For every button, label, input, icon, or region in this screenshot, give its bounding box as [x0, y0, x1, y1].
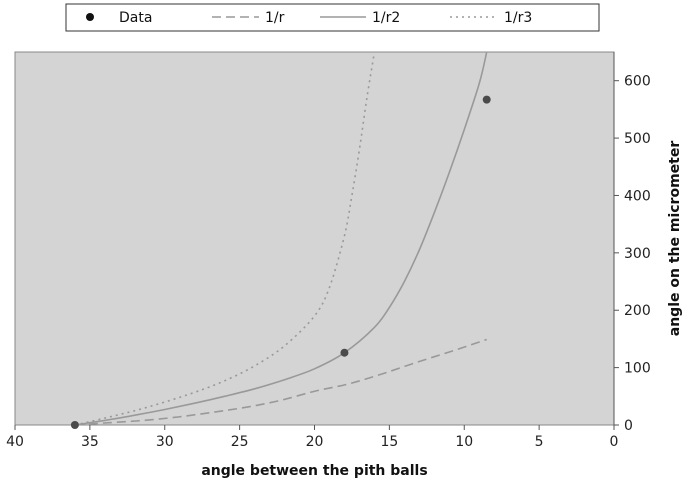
y-tick-label: 100 [624, 361, 651, 377]
x-tick-label: 20 [306, 434, 324, 450]
data-point [482, 95, 491, 104]
legend-label: 1/r [265, 10, 285, 26]
legend-item: 1/r [212, 10, 285, 26]
legend-item: 1/r3 [450, 10, 532, 26]
y-tick-label: 600 [624, 74, 651, 90]
x-tick-label: 25 [231, 434, 249, 450]
legend-item: 1/r2 [320, 10, 400, 26]
x-tick-label: 0 [610, 434, 619, 450]
x-axis: 40 35 30 25 20 15 10 5 0 [6, 425, 618, 450]
series-line-1-over-r3 [74, 52, 376, 425]
x-tick-label: 30 [156, 434, 174, 450]
legend-marker [86, 13, 94, 21]
x-tick-label: 5 [535, 434, 544, 450]
points-layer [70, 95, 491, 429]
legend-label: Data [119, 10, 152, 26]
plot-area [14, 51, 615, 426]
y-axis: 0 100 200 300 400 500 600 [613, 52, 651, 434]
y-tick-label: 200 [624, 303, 651, 319]
x-tick-label: 10 [455, 434, 473, 450]
legend: Data 1/r 1/r2 1/r3 [65, 3, 600, 32]
data-point [340, 348, 349, 357]
y-tick-label: 500 [624, 131, 651, 147]
legend-label: 1/r3 [504, 10, 532, 26]
data-point [70, 421, 79, 429]
legend-item: Data [86, 10, 152, 26]
x-tick-label: 40 [6, 434, 24, 450]
series-line-1-over-r [74, 338, 487, 425]
x-tick-label: 15 [380, 434, 398, 450]
y-axis-title: angle on the micrometer [667, 141, 683, 337]
legend-label: 1/r2 [372, 10, 400, 26]
y-tick-label: 0 [624, 418, 633, 434]
y-tick-label: 300 [624, 246, 651, 262]
x-axis-title: angle between the pith balls [201, 463, 427, 479]
y-tick-label: 400 [624, 188, 651, 204]
x-tick-label: 35 [81, 434, 99, 450]
